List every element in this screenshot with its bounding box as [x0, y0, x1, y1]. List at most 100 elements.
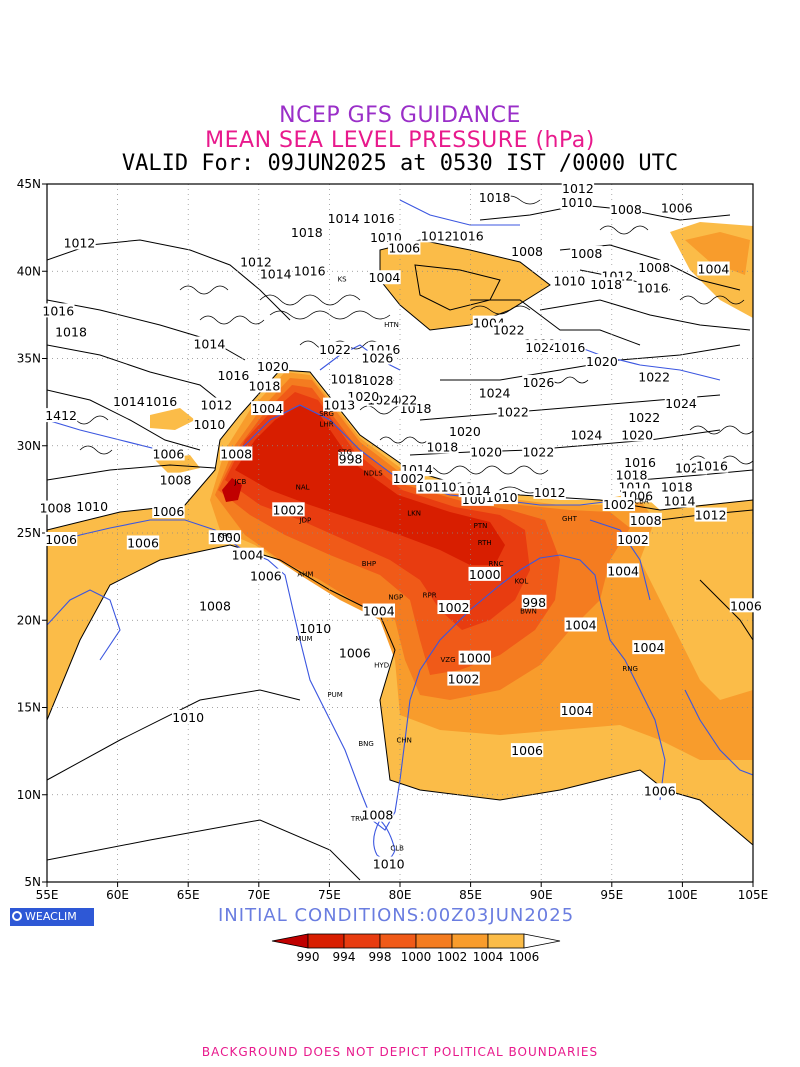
city-code: KRC	[218, 532, 232, 540]
isobar-label: 1014	[327, 210, 360, 226]
isobar-label: 1014	[259, 266, 292, 282]
isobar-label-text: 1028	[362, 373, 394, 388]
isobar-label-bg	[606, 563, 640, 578]
isobar-label-text: 1006	[388, 241, 420, 256]
city-code: KOL	[515, 578, 529, 586]
isobar-label-text: 1006	[153, 446, 185, 461]
isobar-label: 1010	[553, 273, 586, 289]
isobar-label: 1006	[643, 783, 677, 798]
city-code: LKN	[407, 510, 421, 518]
colorbar-level-label: 1006	[509, 950, 540, 964]
isobar-label-bg	[251, 401, 284, 416]
isobar-label-text: 1022	[493, 323, 525, 338]
isobar-label: 1026	[361, 350, 394, 366]
brand-badge: WEACLIM	[10, 908, 94, 926]
isobar-label: 1002	[447, 671, 480, 687]
colorbar-level-label: 1000	[401, 950, 432, 964]
isobar-label-bg	[42, 303, 75, 318]
isobar-label-text: 1004	[369, 270, 401, 285]
isobar-label-bg	[362, 603, 396, 618]
isobar-label-text: 1018	[590, 277, 622, 292]
isobar-label: 1016	[636, 280, 669, 296]
lon-tick-label: 75E	[318, 888, 341, 902]
isobar-label-bg	[609, 202, 643, 217]
isobar-label-bg	[632, 640, 665, 655]
isobar-label-bg	[54, 324, 88, 339]
city-code: BNG	[358, 740, 373, 748]
isobar-label-text: 1018	[291, 225, 323, 240]
isobar-label-bg	[447, 671, 480, 686]
isobar-label-text: 1026	[522, 375, 554, 390]
isobar-label-text: 998	[522, 595, 546, 610]
isobar-label-text: 1020	[449, 424, 481, 439]
isobar-label-text: 1016	[294, 263, 326, 278]
isobar-label: 1020	[469, 444, 503, 460]
lat-tick-label: 15N	[17, 701, 41, 715]
isobar-label-text: 1012	[201, 398, 233, 413]
pressure-map: 55E 60E 65E 70E 75E 80E 85E 90E 95E 100E 105E 45N 40…	[17, 177, 769, 964]
isobar-label-bg	[39, 500, 72, 515]
isobar-label: 1006	[338, 645, 372, 660]
isobar-label-text: 1016	[363, 211, 395, 226]
isobar-label-text: 1014	[260, 267, 292, 282]
city-code: HTN	[384, 321, 399, 329]
isobar-label-bg	[327, 210, 360, 225]
isobar-label: 1008	[637, 259, 671, 275]
city-code: STG	[338, 448, 352, 456]
isobar-label: 1010	[299, 620, 332, 636]
isobar-label-text: 1016	[452, 228, 484, 243]
isobar-label-bg	[44, 408, 78, 423]
isobar-label-text: 1014	[664, 494, 696, 509]
isobar-label-bg	[451, 228, 484, 243]
isobar-label-bg	[249, 568, 283, 583]
colorbar-segment	[307, 933, 345, 949]
pressure-fill-990	[222, 478, 242, 502]
isobar-label-bg	[231, 547, 264, 562]
isobar-label-bg	[248, 378, 281, 393]
isobar-label-text: 1016	[145, 394, 177, 409]
isobar-label-text: 1006	[127, 535, 159, 550]
isobar-label-text: 1024	[665, 396, 697, 411]
isobar-label: 1018	[290, 224, 324, 240]
isobar-label: 1016	[42, 303, 75, 318]
isobar-label-bg	[621, 427, 654, 442]
isobar-label-bg	[521, 594, 547, 609]
isobar-label: 1012	[239, 254, 273, 270]
isobar-label-text: 1002	[393, 471, 425, 486]
isobar-label: 1016	[362, 210, 396, 226]
colorbar-segment	[451, 933, 489, 949]
city-code: NAL	[296, 483, 310, 491]
isobar-label-text: 1024	[525, 340, 557, 355]
city-code: PUM	[327, 691, 342, 699]
isobar-label-bg	[636, 280, 669, 295]
variable-title: MEAN SEA LEVEL PRESSURE (hPa)	[205, 128, 595, 153]
colorbar-level-label: 994	[333, 950, 356, 964]
colorbar-level-label: 990	[297, 950, 320, 964]
isobar-label: 1004	[251, 401, 284, 416]
isobar-label: 1022	[637, 369, 671, 385]
isobar-label-bg	[564, 617, 597, 632]
isobar-label: 1010	[485, 490, 518, 505]
isobar-label: 1018	[660, 479, 693, 495]
isobar-label-bg	[533, 484, 566, 499]
isobar-label-text: 1002	[617, 532, 649, 547]
isobar-label-bg	[695, 458, 729, 473]
isobar-label-bg	[361, 807, 394, 822]
isobar-label-text: 1014	[459, 483, 491, 498]
lat-tick-label: 25N	[17, 526, 41, 540]
isobar-label-text: 1000	[209, 530, 241, 545]
isobar-label: 1013	[323, 397, 356, 413]
isobar-label: 1006	[660, 200, 693, 215]
isobar-label-bg	[560, 702, 593, 717]
isobar-label: 1016	[553, 340, 586, 355]
isobar-label: 1016	[623, 455, 657, 470]
isobar-label-bg	[496, 404, 530, 419]
isobar-label-bg	[220, 446, 253, 461]
city-code: AHM	[297, 571, 313, 579]
isobar-label-text: 1018	[661, 480, 693, 495]
isobar-label-text: 1004	[565, 617, 597, 632]
isobar-label-bg	[478, 385, 511, 400]
isobar-label-bg	[629, 512, 662, 527]
brand-name: WEACLIM	[25, 910, 77, 923]
